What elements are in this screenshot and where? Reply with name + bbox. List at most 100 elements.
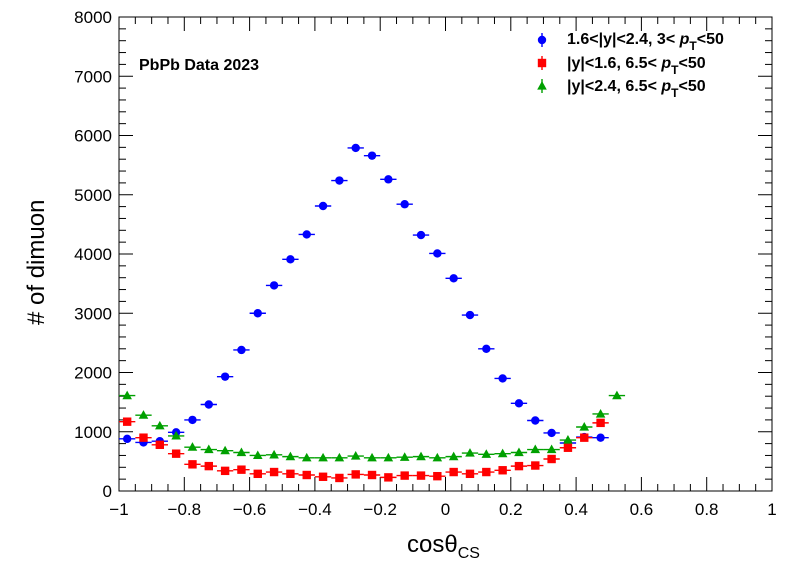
data-point — [237, 465, 246, 474]
data-point — [448, 451, 459, 461]
data-point — [253, 309, 262, 318]
data-point — [122, 390, 132, 400]
data-point — [253, 469, 262, 479]
data-point — [155, 420, 165, 430]
data-point — [580, 433, 589, 442]
data-point — [531, 461, 540, 470]
y-tick-label: 8000 — [74, 8, 112, 27]
data-point — [514, 447, 524, 457]
legend-entry-2: |y|<1.6, 6.5< pT<50 — [567, 55, 706, 77]
data-point — [367, 151, 377, 160]
data-point — [514, 461, 524, 471]
legend: 1.6<|y|<2.4, 3< pT<50 |y|<1.6, 6.5< pT<5… — [537, 31, 724, 100]
data-point — [269, 467, 279, 477]
legend-marker — [537, 35, 547, 45]
data-point — [351, 143, 360, 153]
data-point — [204, 400, 213, 409]
data-point — [155, 440, 165, 449]
data-point — [531, 416, 540, 425]
data-point — [171, 430, 181, 440]
axis-ticks — [118, 16, 773, 492]
data-point — [498, 466, 507, 475]
legend-markers — [537, 33, 547, 93]
data-point — [547, 428, 556, 438]
x-tick-label: −0.8 — [168, 500, 202, 519]
data-point — [334, 452, 345, 462]
x-tick-label: 0.2 — [499, 500, 523, 519]
data-point — [399, 452, 410, 461]
data-point — [400, 471, 409, 480]
data-point — [286, 255, 295, 264]
data-point — [350, 451, 361, 460]
x-axis-title: cosθCS — [407, 531, 480, 562]
x-tick-label: 0.6 — [630, 500, 654, 519]
series-1 — [119, 143, 609, 448]
data-point — [482, 344, 491, 353]
x-tick-label: −0.4 — [298, 500, 332, 519]
x-tick-label: −1 — [109, 500, 128, 519]
data-point — [400, 200, 409, 209]
x-tick-label: 1 — [767, 500, 776, 519]
y-tick-label: 7000 — [74, 67, 112, 86]
data-point — [122, 417, 132, 426]
data-point — [139, 433, 148, 442]
data-point — [465, 469, 475, 479]
data-point — [335, 473, 344, 483]
data-point — [465, 448, 475, 457]
y-tick-label: 0 — [103, 482, 112, 501]
x-tick-label: −0.6 — [233, 500, 267, 519]
data-point — [465, 310, 475, 320]
data-point — [269, 281, 279, 290]
data-point — [546, 444, 557, 454]
data-point — [301, 452, 312, 462]
series-3 — [119, 390, 626, 462]
data-point — [596, 433, 605, 442]
y-tick-label: 6000 — [74, 127, 112, 146]
data-point — [285, 451, 296, 461]
data-point — [482, 467, 491, 477]
data-point — [433, 249, 442, 258]
data-point — [433, 471, 442, 481]
data-point — [416, 471, 426, 480]
x-tick-label: −0.2 — [363, 500, 397, 519]
data-point — [384, 175, 393, 184]
data-point — [612, 390, 622, 400]
data-point — [171, 449, 181, 458]
data-point — [530, 444, 541, 454]
data-point — [220, 445, 230, 455]
data-point — [563, 435, 573, 444]
data-point — [481, 449, 492, 458]
data-point — [335, 176, 344, 185]
data-point — [188, 415, 197, 425]
legend-marker — [537, 58, 547, 68]
y-tick-label: 5000 — [74, 186, 112, 205]
series-layer — [119, 143, 626, 483]
data-point — [302, 230, 311, 239]
data-point — [204, 461, 213, 471]
y-tick-labels: 0 1000 2000 3000 4000 5000 6000 7000 8000 — [74, 8, 112, 501]
legend-entry-3: |y|<2.4, 6.5< pT<50 — [567, 78, 706, 100]
data-point — [416, 451, 426, 461]
annotation-label: PbPb Data 2023 — [139, 57, 259, 74]
data-point — [367, 470, 377, 480]
y-tick-label: 1000 — [74, 423, 112, 442]
data-point — [237, 345, 246, 355]
data-point — [367, 452, 377, 462]
y-tick-label: 3000 — [74, 304, 112, 323]
series-2 — [119, 417, 609, 483]
data-point — [432, 452, 443, 462]
data-point — [563, 443, 573, 452]
data-point — [187, 442, 198, 451]
y-tick-label: 2000 — [74, 364, 112, 383]
data-point — [203, 444, 214, 454]
data-point — [579, 422, 590, 431]
data-point — [269, 449, 279, 459]
data-point — [383, 452, 394, 462]
x-tick-label: 0.8 — [695, 500, 719, 519]
data-point — [122, 434, 132, 444]
y-tick-label: 4000 — [74, 245, 112, 264]
data-point — [318, 452, 328, 462]
data-point — [220, 372, 230, 381]
data-point — [220, 466, 230, 476]
